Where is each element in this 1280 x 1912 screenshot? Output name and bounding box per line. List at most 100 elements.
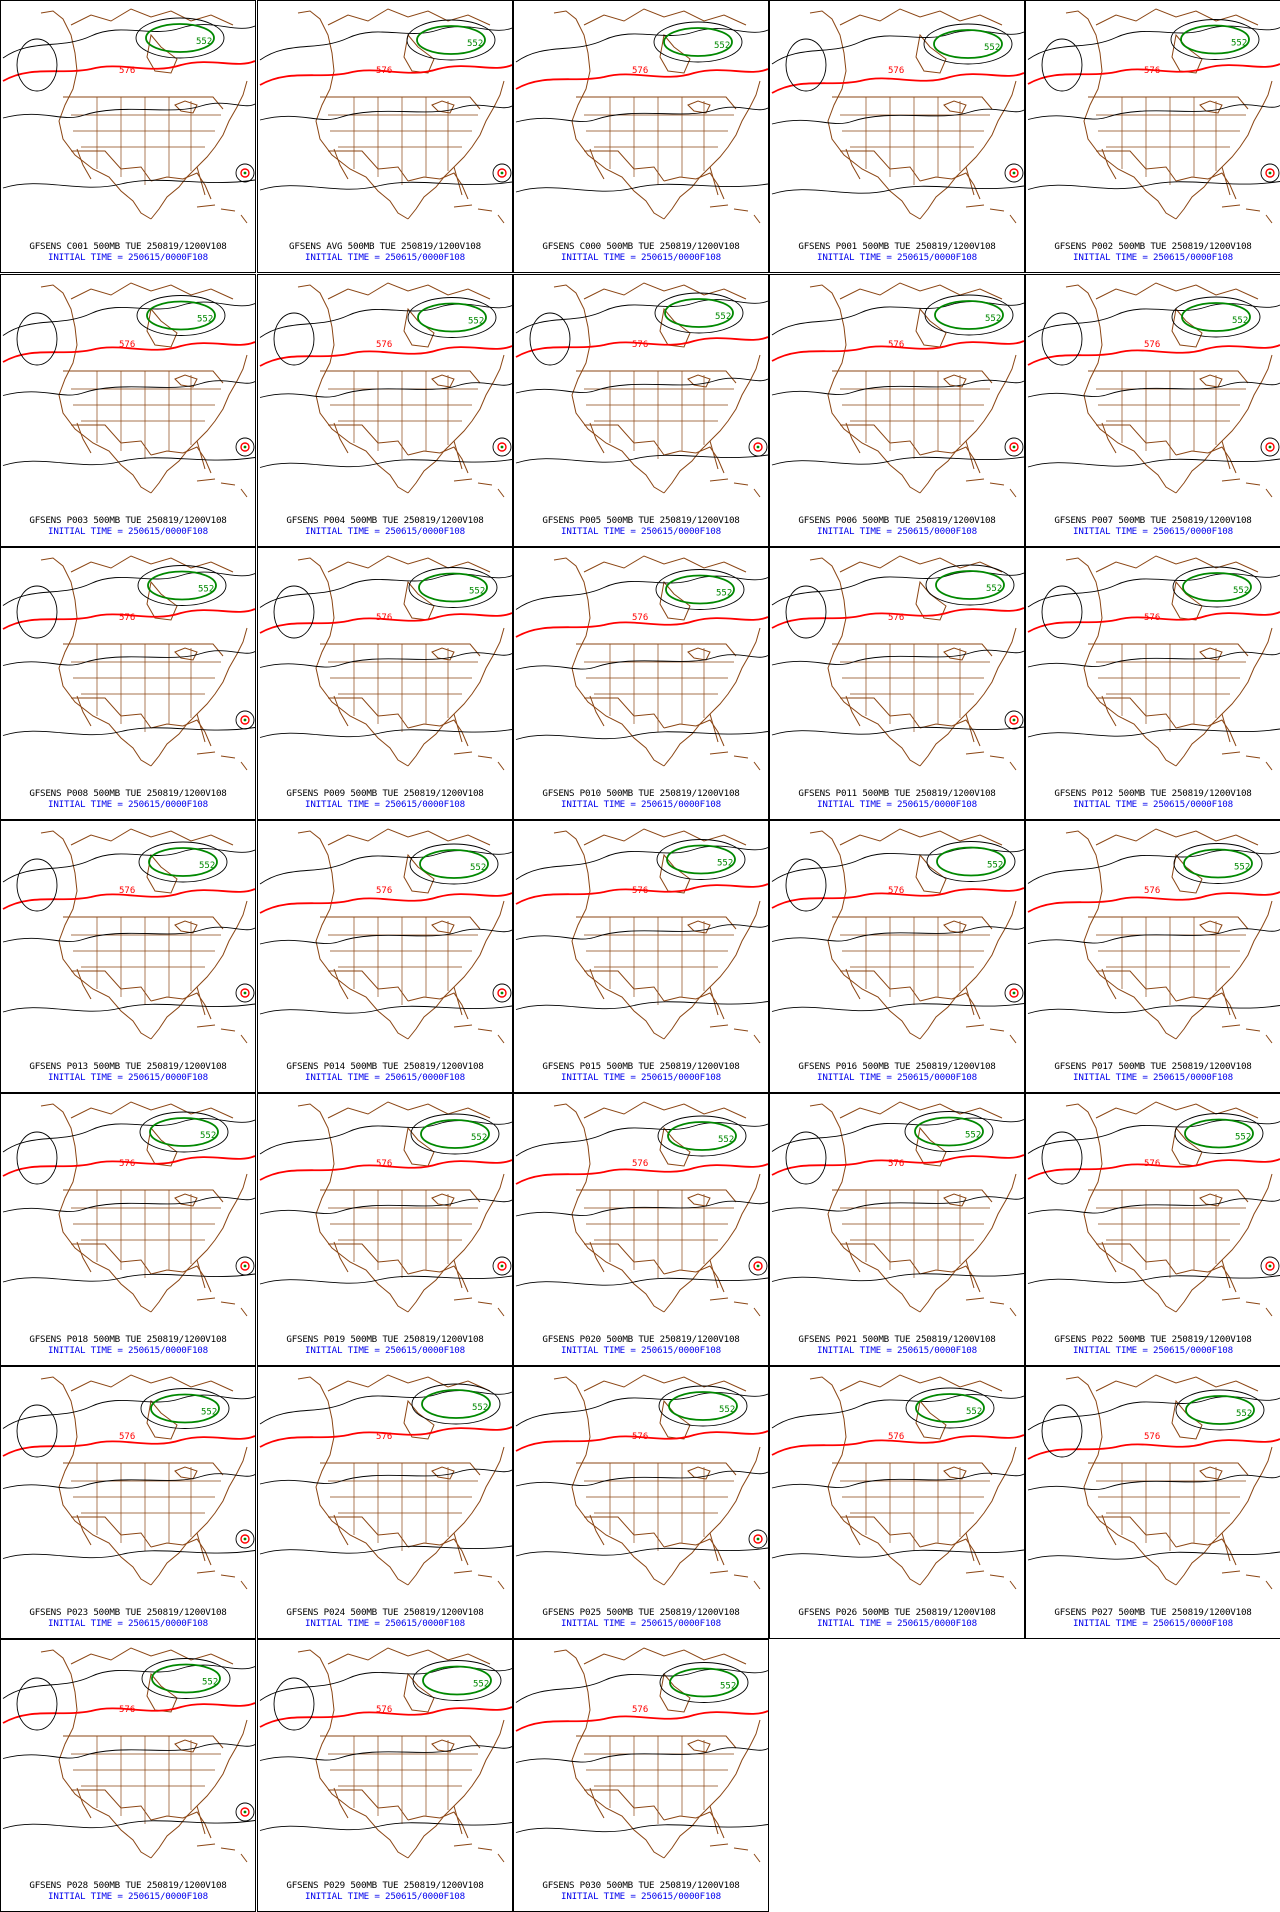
panel-title: GFSENS P008 500MB TUE 250819/1200V108 — [29, 788, 227, 799]
florida — [965, 166, 975, 196]
ridge-576-label: 576 — [376, 1432, 392, 1442]
canada-border — [832, 370, 993, 384]
hudson-bay — [915, 853, 947, 894]
hurricane-center — [500, 445, 504, 449]
coastline — [297, 830, 409, 1040]
contour-mid — [515, 1392, 768, 1427]
contour-outer — [2, 926, 255, 943]
gulf-coast — [1175, 1538, 1237, 1566]
florida — [1221, 166, 1231, 196]
panel-p017: 576 552 GFSENS P017 500MB TUE 250819/120… — [1025, 820, 1280, 1093]
florida — [965, 713, 975, 743]
hurricane-vortex — [748, 1256, 768, 1276]
panel-initial-time: INITIAL TIME = 250615/0000F108 — [1073, 1618, 1233, 1629]
pacific-low-ring — [16, 38, 58, 92]
map-chart: 576 552 — [2, 555, 255, 771]
baja — [333, 422, 349, 454]
florida — [709, 1259, 719, 1289]
panel-p025: 576 552 GFSENS P025 500MB TUE 250819/120… — [513, 1366, 769, 1639]
ridge-576-line — [771, 1154, 1024, 1176]
canada-border — [320, 1462, 481, 1476]
pacific-low — [16, 1677, 58, 1731]
trough-552-label: 552 — [718, 1135, 734, 1145]
ridge-576-line — [259, 1706, 512, 1728]
hurricane-center — [243, 1810, 247, 1814]
height-contours — [1027, 849, 1280, 1014]
great-lakes — [943, 920, 967, 934]
great-lakes — [431, 647, 455, 661]
trough-552-outer — [1173, 843, 1263, 884]
coastline — [1065, 1103, 1177, 1313]
hurricane-vortex — [748, 437, 768, 457]
contour-outer — [515, 106, 768, 123]
hudson-bay — [915, 1399, 947, 1440]
baja — [845, 695, 861, 727]
florida — [196, 166, 206, 196]
trough-552-line — [147, 570, 217, 601]
ridge-576-label: 576 — [632, 1705, 648, 1715]
trough-552-line — [935, 570, 1005, 600]
arctic-coast — [70, 282, 234, 300]
ridge-576-label: 576 — [632, 1159, 648, 1169]
trough-552-label: 552 — [717, 859, 733, 869]
trough-552: 552 — [136, 295, 226, 336]
panel-initial-time: INITIAL TIME = 250615/0000F108 — [305, 1345, 465, 1356]
trough-552: 552 — [1175, 1389, 1265, 1431]
caribbean-islands — [196, 1024, 248, 1044]
hudson-bay — [915, 1126, 947, 1167]
canada-border — [63, 1189, 224, 1203]
map-outline — [40, 555, 248, 771]
coastline-east — [1175, 354, 1273, 494]
baja — [1101, 422, 1117, 454]
state-lines — [584, 644, 734, 732]
contour-mid — [259, 303, 512, 338]
baja — [1101, 1514, 1117, 1546]
panel-p005: 576 552 GFSENS P005 500MB TUE 250819/120… — [513, 274, 769, 547]
arctic-coast — [327, 282, 491, 300]
hurricane-ring — [235, 1256, 255, 1276]
caribbean-islands — [453, 1843, 505, 1863]
ridge-576-label: 576 — [888, 340, 904, 350]
hurricane-vortex — [492, 437, 512, 457]
arctic-coast — [70, 828, 234, 846]
canada-border — [832, 643, 993, 657]
contour-mid — [259, 1390, 512, 1425]
contour-outer — [259, 652, 512, 668]
canada-border — [63, 916, 224, 930]
baja — [589, 148, 605, 180]
contour-south — [771, 726, 1024, 736]
hudson-bay — [403, 33, 435, 74]
caribbean-islands — [453, 204, 505, 224]
canada-border — [320, 916, 481, 930]
panel-initial-time: INITIAL TIME = 250615/0000F108 — [561, 1345, 721, 1356]
trough-552: 552 — [140, 1388, 230, 1429]
state-lines — [1096, 1463, 1246, 1551]
contour-south — [1027, 1551, 1280, 1561]
ridge-576-label: 576 — [119, 1705, 135, 1715]
ridge-576-line — [259, 64, 512, 86]
panel-initial-time: INITIAL TIME = 250615/0000F108 — [561, 252, 721, 263]
great-lakes — [431, 374, 455, 388]
map-chart: 576 552 — [1027, 1374, 1280, 1590]
canada-border — [320, 370, 481, 384]
caribbean-islands — [709, 478, 761, 498]
hurricane-ring — [1004, 163, 1024, 183]
contour-south — [259, 181, 512, 191]
pacific-low-ring — [1041, 1404, 1083, 1458]
pacific-low — [1041, 312, 1083, 366]
state-lines — [71, 1736, 221, 1824]
pacific-low — [16, 312, 58, 366]
florida — [453, 1805, 463, 1835]
trough-552-line — [150, 1393, 220, 1424]
trough-552-line — [936, 846, 1006, 877]
caribbean-islands — [196, 1297, 248, 1317]
baja — [589, 1787, 605, 1819]
hudson-bay — [1171, 307, 1203, 348]
florida — [196, 440, 206, 470]
florida — [965, 1532, 975, 1562]
caribbean-islands — [453, 1024, 505, 1044]
great-lakes — [687, 1466, 711, 1480]
height-contours — [771, 1394, 1024, 1559]
panel-title: GFSENS P020 500MB TUE 250819/1200V108 — [542, 1334, 740, 1345]
baja — [845, 422, 861, 454]
